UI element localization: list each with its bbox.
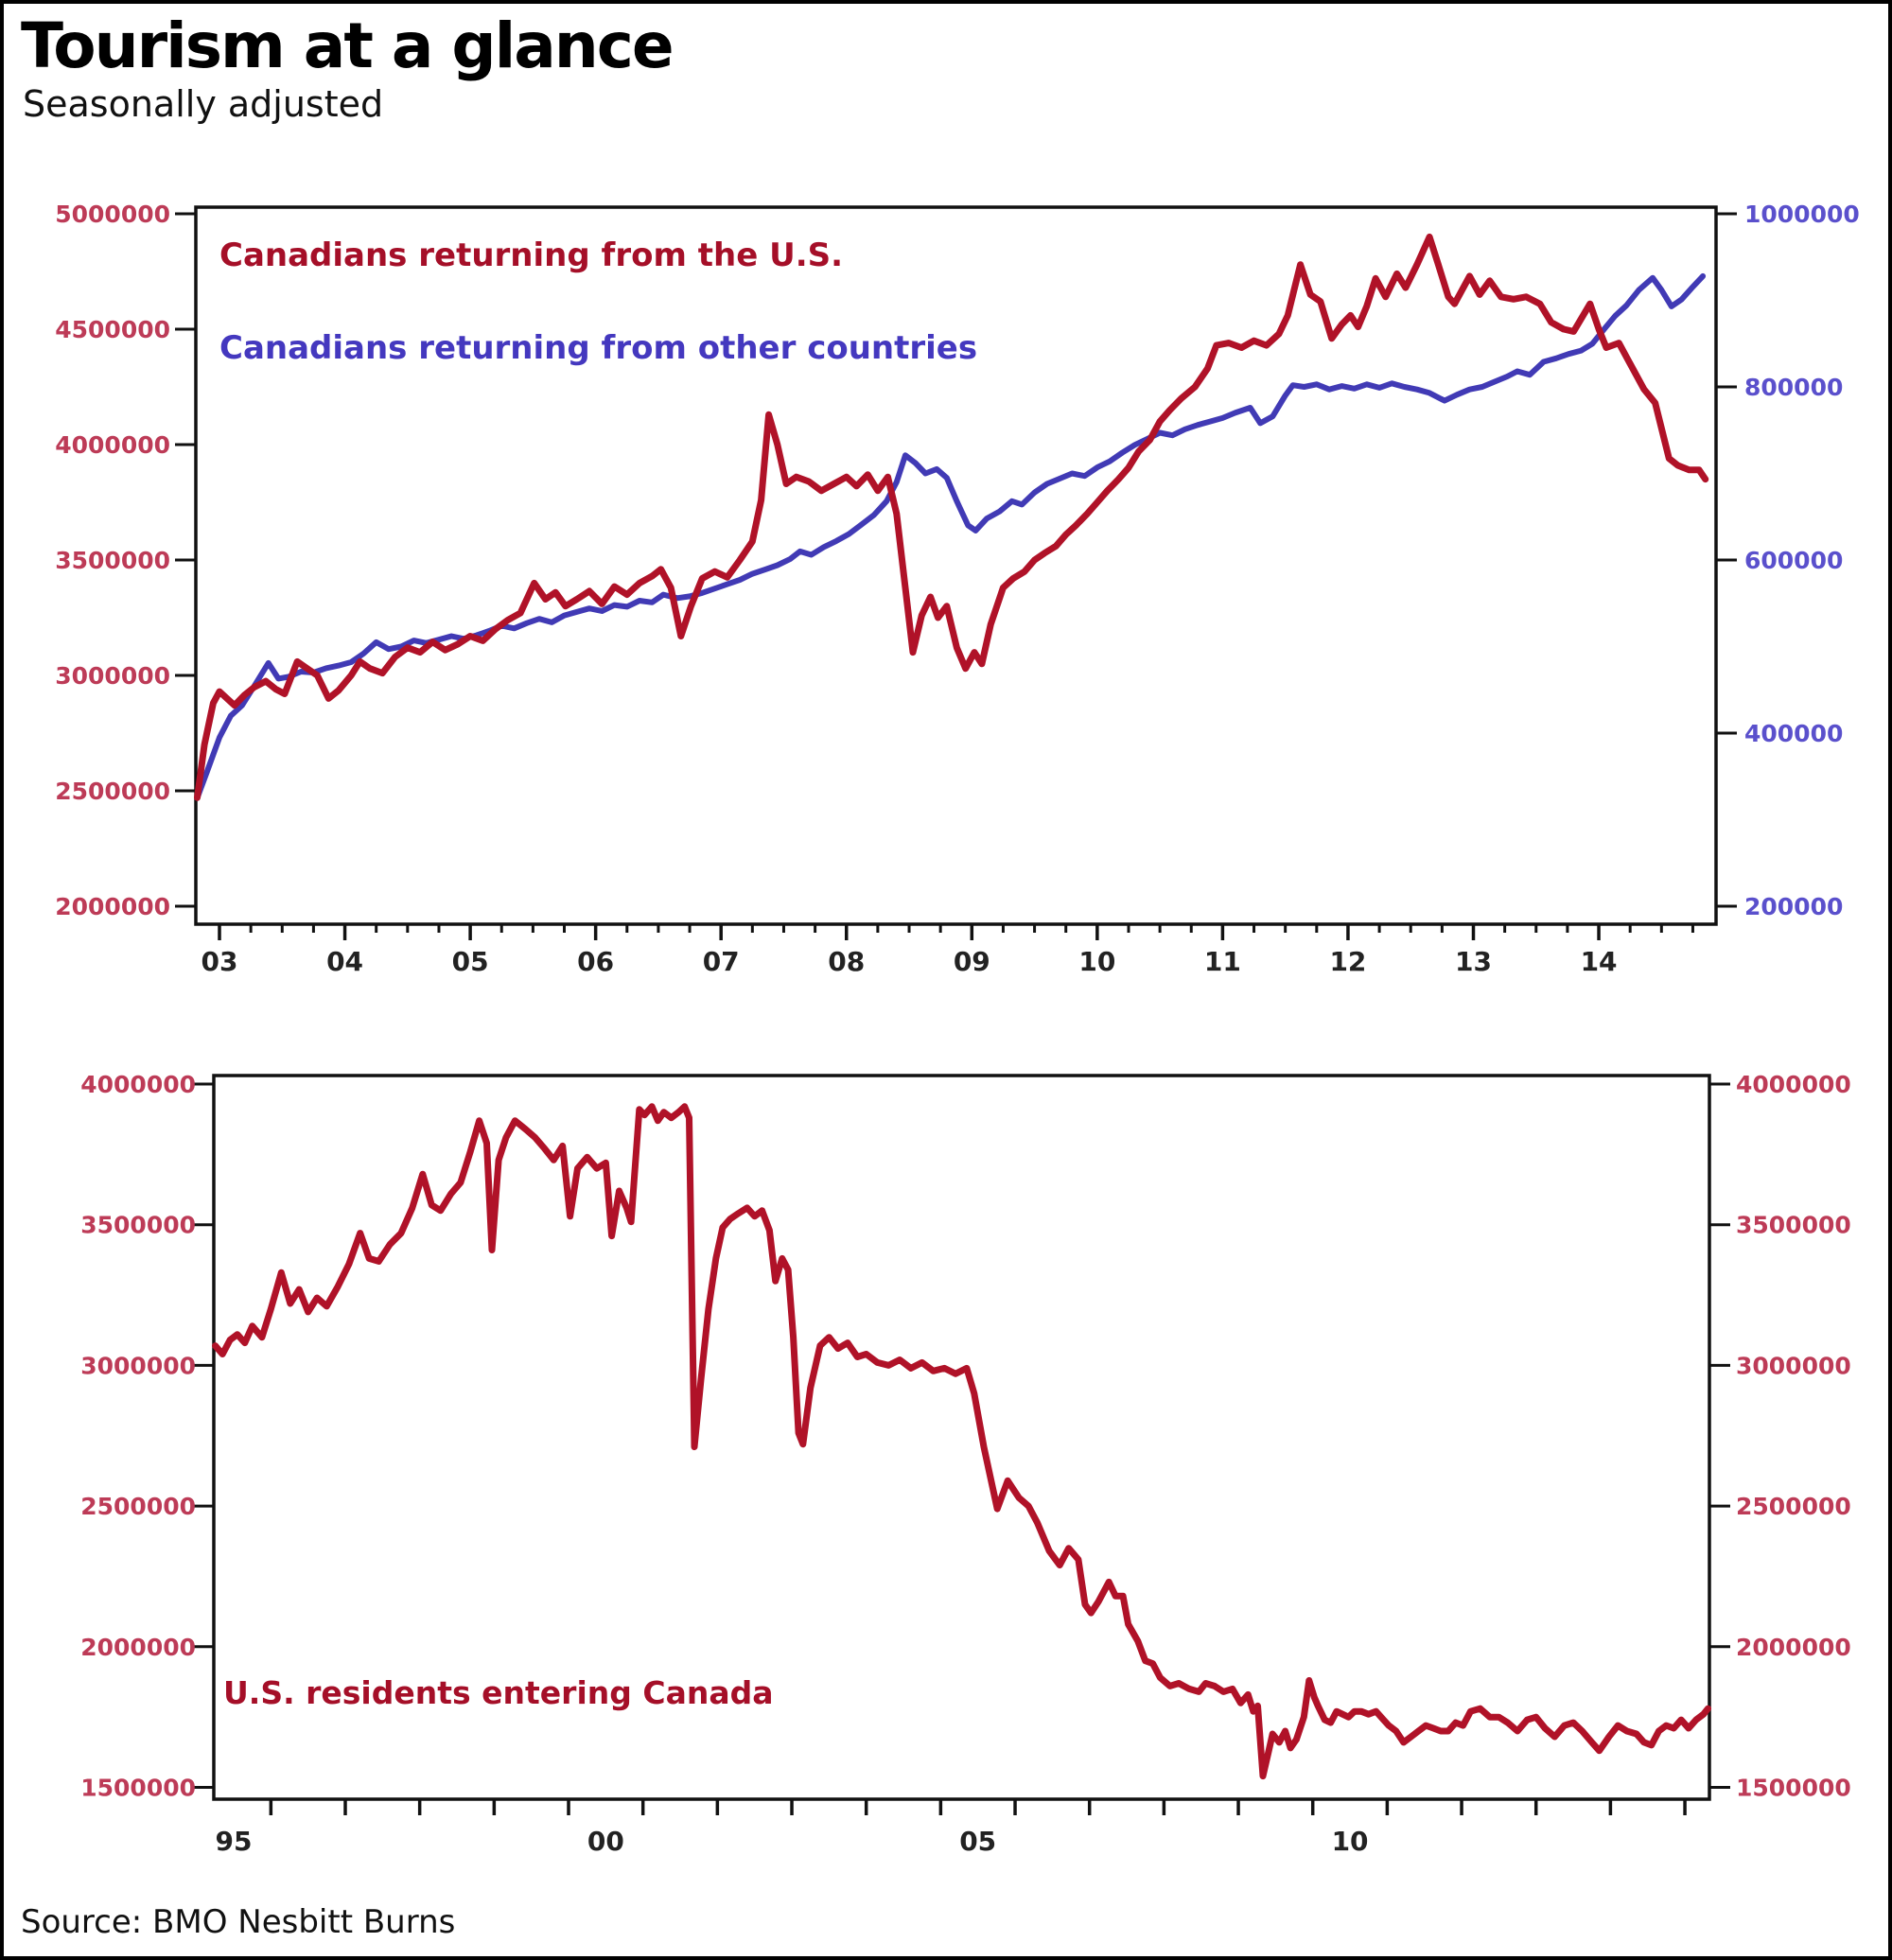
top-right-axis-label: 400000 <box>1744 720 1843 747</box>
bottom-right-axis-label: 3500000 <box>1736 1212 1851 1239</box>
top-right-axis-label: 1000000 <box>1744 201 1860 228</box>
top-x-label: 04 <box>326 946 363 977</box>
bottom-chart-frame <box>212 1074 1711 1801</box>
bottom-right-axis-label: 1500000 <box>1736 1775 1851 1802</box>
top-left-axis-label: 2500000 <box>55 778 170 805</box>
top-x-label: 14 <box>1581 946 1618 977</box>
top-chart-blue-line <box>194 272 1707 801</box>
bottom-right-axis-label: 2000000 <box>1736 1634 1851 1661</box>
top-x-label: 13 <box>1455 946 1492 977</box>
top-chart-frame <box>194 205 1718 926</box>
top-right-axis-label: 800000 <box>1744 374 1843 401</box>
bottom-right-axis-label: 4000000 <box>1736 1071 1851 1098</box>
bottom-x-label: 10 <box>1332 1826 1369 1857</box>
top-left-axis-label: 4500000 <box>55 316 170 343</box>
legend-us-residents-entering-canada: U.S. residents entering Canada <box>223 1674 774 1711</box>
top-chart-red-line <box>194 233 1709 801</box>
top-left-axis-label: 3000000 <box>55 662 170 690</box>
charts-canvas: 5000000 4500000 4000000 3500000 3000000 25000… <box>55 201 1860 1857</box>
bottom-chart-red-line <box>212 1103 1711 1780</box>
bottom-right-axis-label: 2500000 <box>1736 1493 1851 1520</box>
top-x-label: 10 <box>1078 946 1115 977</box>
bottom-left-axis-label: 1500000 <box>80 1775 196 1802</box>
legend-canadians-returning-from-us: Canadians returning from the U.S. <box>219 236 844 274</box>
page-subtitle: Seasonally adjusted <box>23 83 384 125</box>
top-right-axis-label: 200000 <box>1744 893 1843 920</box>
top-left-axis-label: 2000000 <box>55 893 170 920</box>
top-x-label: 07 <box>703 946 740 977</box>
top-x-label: 12 <box>1329 946 1366 977</box>
source-note: Source: BMO Nesbitt Burns <box>21 1903 456 1941</box>
top-x-label: 03 <box>201 946 238 977</box>
bottom-x-label: 95 <box>216 1826 253 1857</box>
top-left-axis-label: 3500000 <box>55 547 170 574</box>
top-right-axis-label: 600000 <box>1744 547 1843 574</box>
bottom-left-axis-label: 2500000 <box>80 1493 196 1520</box>
legend-canadians-returning-other-countries: Canadians returning from other countries <box>219 329 978 367</box>
bottom-x-label: 00 <box>587 1826 624 1857</box>
top-x-label: 08 <box>828 946 865 977</box>
top-x-label: 11 <box>1204 946 1241 977</box>
top-x-label: 09 <box>954 946 990 977</box>
top-left-axis-label: 5000000 <box>55 201 170 228</box>
page-title: Tourism at a glance <box>21 9 674 82</box>
bottom-left-axis-label: 4000000 <box>80 1071 196 1098</box>
top-x-label: 06 <box>577 946 614 977</box>
bottom-x-label: 05 <box>959 1826 996 1857</box>
top-left-axis-label: 4000000 <box>55 431 170 459</box>
bottom-right-axis-label: 3000000 <box>1736 1352 1851 1379</box>
top-x-label: 05 <box>452 946 489 977</box>
bottom-left-axis-label: 2000000 <box>80 1634 196 1661</box>
bottom-left-axis-label: 3000000 <box>80 1352 196 1379</box>
bottom-left-axis-label: 3500000 <box>80 1212 196 1239</box>
